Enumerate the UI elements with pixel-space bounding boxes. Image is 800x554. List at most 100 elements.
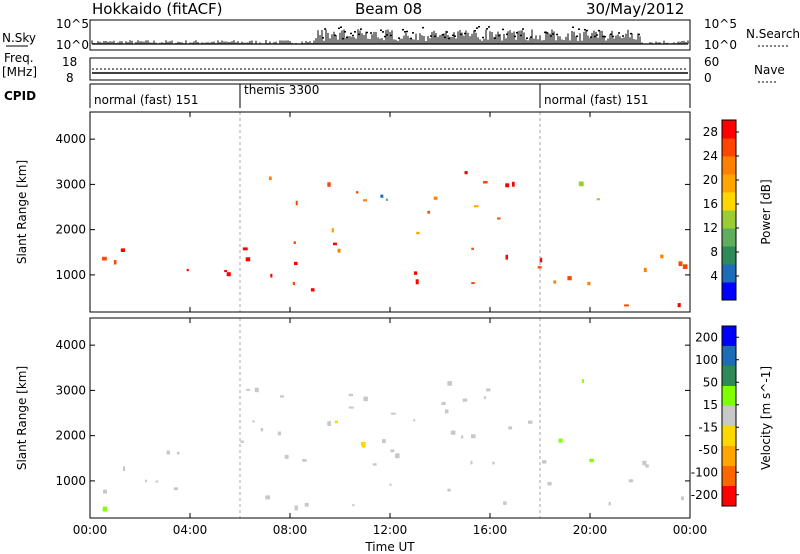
y-tick-label: 4000 [55, 132, 86, 146]
freq-tick-top: 18 [62, 55, 77, 69]
nsearch-dot [482, 36, 484, 39]
date-title: 30/May/2012 [586, 0, 684, 18]
data-cell [492, 461, 495, 465]
nsearch-dot [506, 33, 508, 36]
data-cell [224, 270, 228, 273]
nsearch-dot [430, 35, 432, 37]
y-tick-label: 3000 [55, 177, 86, 191]
data-cell [416, 231, 420, 235]
nsearch-dot [460, 33, 462, 36]
colorbar-tick-label: 200 [695, 330, 718, 344]
data-cell [628, 479, 634, 483]
data-cell [413, 271, 418, 275]
nsearch-dot [358, 33, 360, 36]
data-cell [246, 388, 250, 391]
x-tick-label: 04:00 [173, 523, 208, 537]
nsearch-dot [630, 32, 632, 35]
nsearch-dot [596, 34, 598, 36]
data-cell [352, 504, 355, 507]
colorbar-tick-label: 12 [703, 221, 718, 235]
power-heatmap [102, 112, 688, 312]
data-cell [624, 304, 629, 307]
data-cell [558, 438, 563, 443]
data-cell [608, 502, 611, 506]
data-cell [186, 268, 189, 272]
x-tick-label: 16:00 [473, 523, 508, 537]
nsearch-tick-top: 10^5 [704, 17, 737, 31]
nsearch-dot [380, 29, 382, 31]
data-cell [113, 260, 117, 265]
data-cell [270, 273, 273, 278]
colorbar-tick-label: -100 [691, 465, 718, 479]
data-cell [254, 387, 259, 393]
colorbar-tick-label: 15 [703, 398, 718, 412]
velocity-y-axis: 1000 2000 3000 4000 [55, 338, 690, 488]
colorbar-frame [721, 325, 737, 507]
velocity-x-axis: 00:00 04:00 08:00 12:00 16:00 20:00 00:00 [73, 318, 707, 537]
nsearch-dot [444, 36, 446, 39]
data-cell [389, 483, 392, 486]
data-cell [310, 288, 315, 292]
nsky-tick-top: 10^5 [56, 17, 89, 31]
nsearch-dot [610, 33, 612, 36]
colorbar-segment [722, 192, 736, 211]
nsearch-dot [486, 28, 488, 30]
data-cell [173, 487, 178, 491]
velocity-frame [89, 317, 691, 519]
data-cell [470, 460, 473, 465]
nsearch-dot [354, 31, 356, 33]
data-cell [642, 460, 647, 466]
nsearch-dot [474, 30, 476, 32]
data-cell [483, 396, 486, 400]
data-cell [265, 495, 271, 500]
data-cell [245, 257, 251, 262]
data-cell [292, 281, 295, 285]
data-cell [441, 401, 446, 406]
freq-unit: [MHz] [2, 65, 37, 79]
colorbar-tick-label: -15 [698, 420, 718, 434]
nsearch-dot [522, 28, 524, 30]
y-tick-label: 1000 [55, 268, 86, 282]
nsearch-dot [604, 35, 606, 38]
nsearch-dot [502, 28, 504, 31]
colorbar-segment [722, 386, 736, 407]
nsearch-dot [514, 35, 516, 38]
nsky-frame [89, 19, 691, 51]
data-cell [450, 430, 456, 435]
data-cell [497, 217, 501, 220]
data-cell [589, 458, 594, 463]
data-cell [268, 176, 272, 181]
x-tick-label: 12:00 [373, 523, 408, 537]
data-cell [447, 381, 452, 386]
colorbar-tick-label: -200 [691, 488, 718, 502]
nsearch-dot [322, 37, 324, 39]
nsky-tick-bottom: 10^0 [56, 38, 89, 52]
nsearch-dot [384, 35, 386, 38]
data-cell [372, 463, 377, 466]
nsearch-dot [404, 31, 406, 33]
data-cell [277, 431, 281, 436]
freq-frame [89, 57, 691, 81]
cpid-segment-label: normal (fast) 151 [544, 93, 648, 107]
nsearch-dot [544, 31, 546, 34]
data-cell [486, 388, 491, 392]
data-cell [260, 428, 264, 432]
nsearch-dot [530, 36, 532, 38]
data-cell [363, 396, 368, 402]
data-cell [390, 449, 395, 453]
data-cell [537, 266, 542, 269]
colorbar-segment [722, 466, 736, 487]
nsearch-dot [598, 29, 600, 32]
data-cell [294, 261, 298, 266]
colorbar-segment [722, 138, 736, 157]
freq-panel: Freq. [MHz] 18 8 60 0 Nave [2, 51, 785, 85]
data-cell [677, 303, 681, 308]
colorbar-segment [722, 486, 736, 507]
data-cell [462, 398, 468, 402]
data-cell [427, 210, 431, 214]
data-cell [505, 254, 508, 260]
data-cell [503, 501, 507, 505]
nsearch-dot [638, 33, 640, 36]
nsearch-dot [478, 26, 480, 28]
